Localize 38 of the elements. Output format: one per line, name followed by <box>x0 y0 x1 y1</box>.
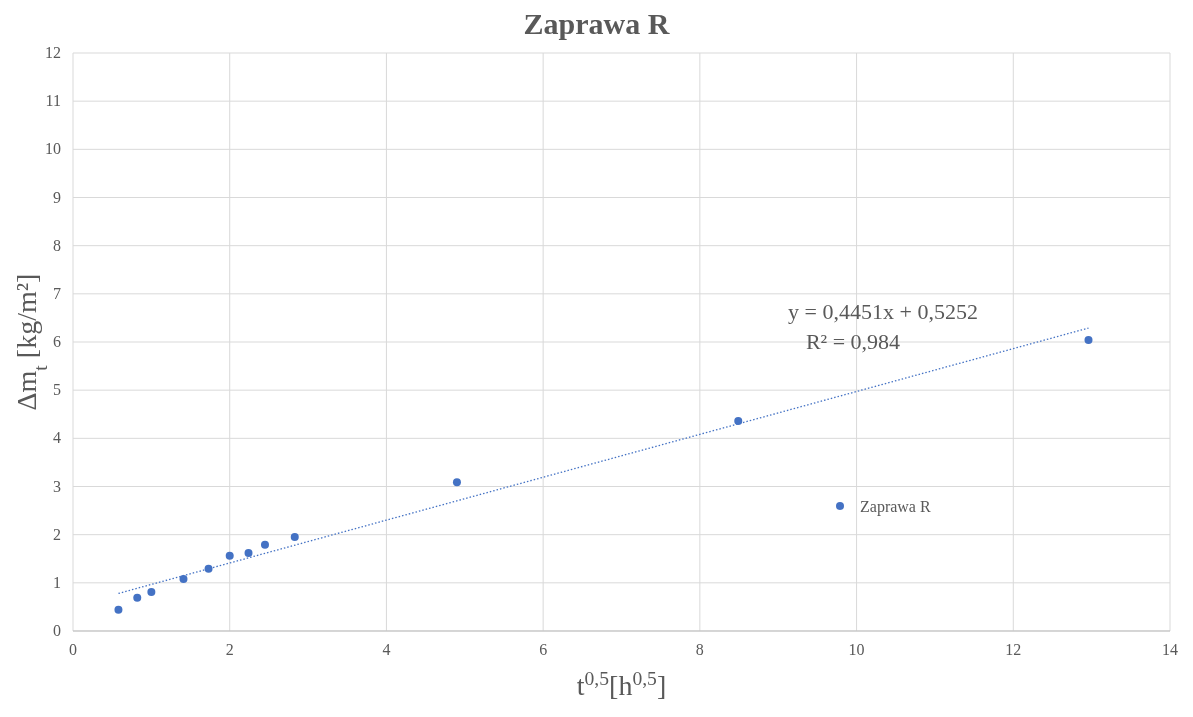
y-tick-label: 7 <box>53 284 61 302</box>
x-tick-label: 4 <box>382 641 391 658</box>
point <box>452 478 461 487</box>
x-axis-title: t$^{0,5}$[h$^{0,5}$] <box>576 667 667 701</box>
y-tick-label: 10 <box>45 140 61 158</box>
y-tick-label: 11 <box>45 92 61 110</box>
y-tick-label: 12 <box>45 44 61 61</box>
legend-label: Zaprawa R <box>860 498 931 516</box>
point <box>734 416 743 425</box>
x-tick-label: 6 <box>539 641 548 658</box>
x-tick-label: 2 <box>225 641 234 658</box>
point <box>133 593 142 602</box>
y-tick-label: 1 <box>53 573 61 591</box>
point <box>179 574 188 583</box>
x-tick-label: 10 <box>848 641 865 658</box>
point <box>204 564 213 573</box>
point <box>260 540 269 549</box>
y-tick-label: 5 <box>53 381 61 399</box>
y-tick-label: 2 <box>53 525 61 543</box>
y-tick-label: 3 <box>53 477 61 495</box>
point <box>290 533 299 542</box>
point <box>244 548 253 557</box>
x-tick-label: 14 <box>1162 641 1178 658</box>
chart-title: Zaprawa R <box>523 7 670 40</box>
annotation: R² = 0,984 <box>805 329 901 354</box>
point <box>225 551 234 560</box>
y-tick-label: 0 <box>53 622 61 639</box>
point <box>114 605 123 614</box>
x-tick-label: 0 <box>69 641 77 658</box>
x-tick-label: 8 <box>695 641 704 658</box>
x-tick-label: 12 <box>1005 641 1022 658</box>
y-tick-label: 9 <box>53 188 61 206</box>
y-tick-label: 6 <box>53 333 61 350</box>
y-tick-label: 8 <box>53 236 61 254</box>
point <box>147 587 156 596</box>
y-tick-label: 4 <box>53 429 61 447</box>
annotation: y = 0,4451x + 0,5252 <box>788 299 978 324</box>
point <box>1084 336 1093 345</box>
